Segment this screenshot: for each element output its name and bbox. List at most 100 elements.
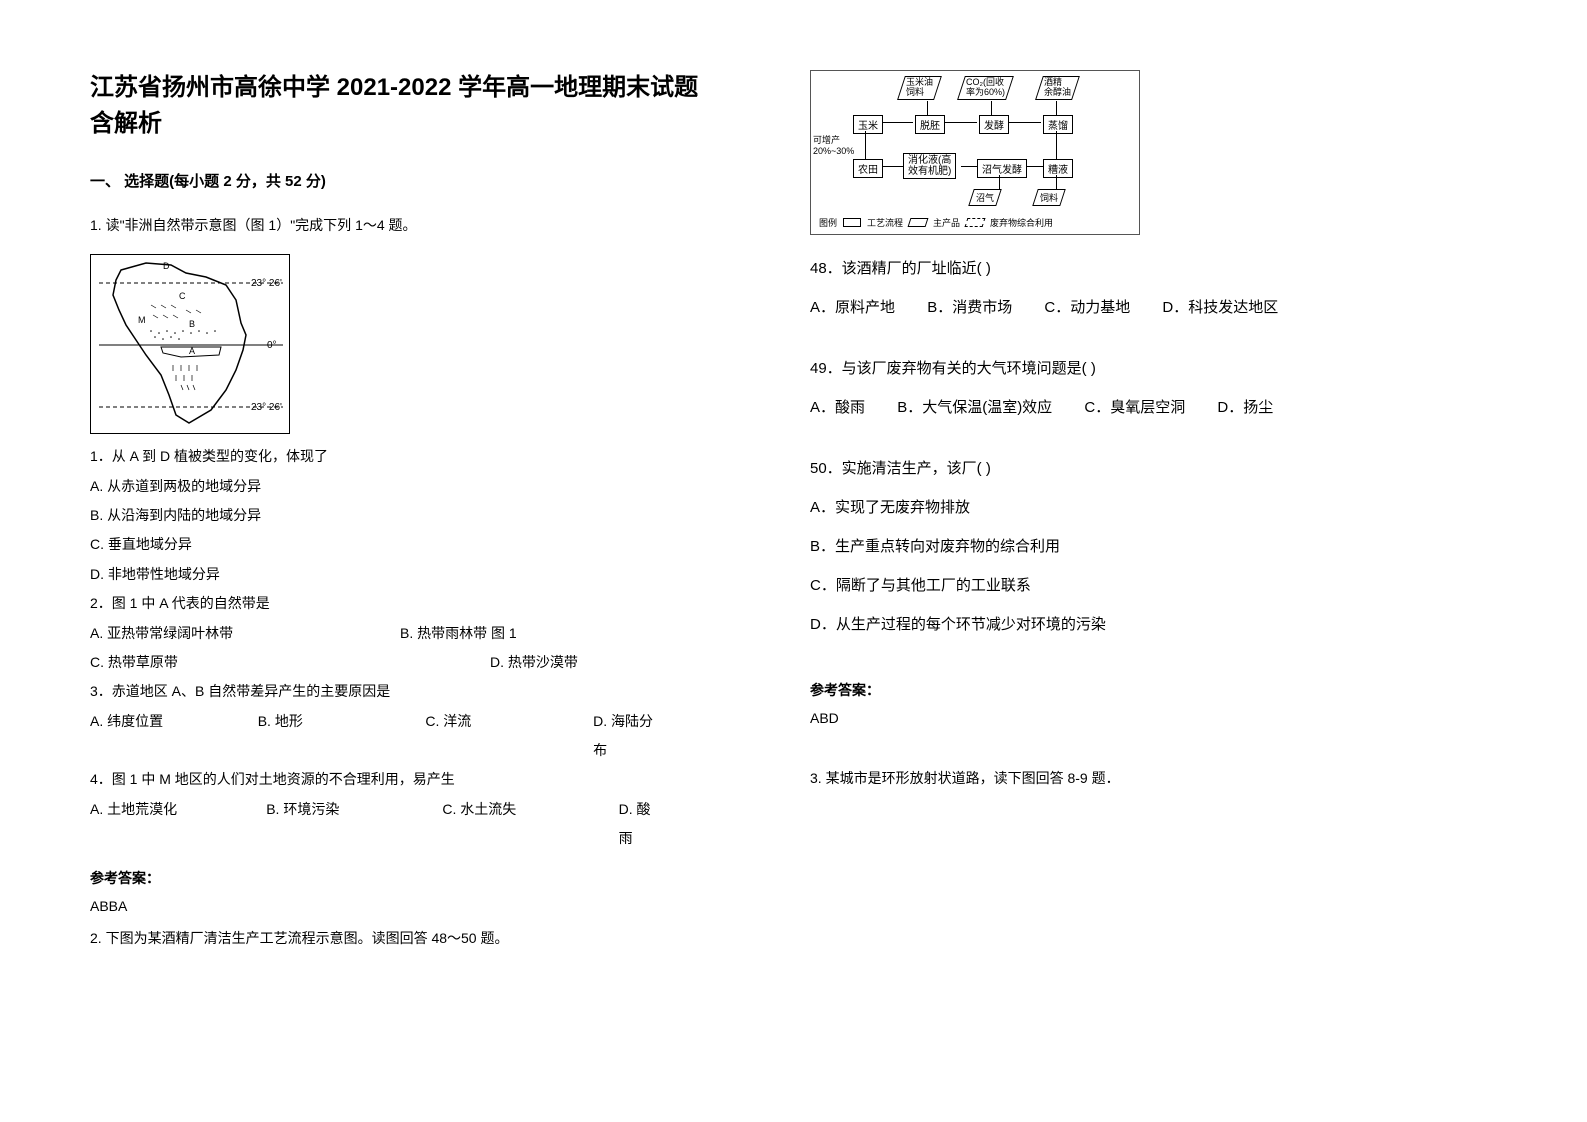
q1-2-a: A. 亚热带常绿阔叶林带 xyxy=(90,619,350,648)
page-title: 江苏省扬州市高徐中学 2021-2022 学年高一地理期末试题含解析 xyxy=(90,70,710,142)
svg-text:B: B xyxy=(189,319,195,329)
q1-2-row1: A. 亚热带常绿阔叶林带 B. 热带雨林带 图 1 xyxy=(90,619,710,648)
q49-text: 49．与该厂废弃物有关的大气环境问题是( ) xyxy=(810,349,1430,388)
q1-answer-heading: 参考答案： xyxy=(90,864,710,892)
q2-intro: 2. 下图为某酒精厂清洁生产工艺流程示意图。读图回答 48～50 题。 xyxy=(90,926,710,951)
q1-2: 2．图 1 中 A 代表的自然带是 xyxy=(90,589,710,618)
page: 江苏省扬州市高徐中学 2021-2022 学年高一地理期末试题含解析 一、 选择… xyxy=(0,0,1587,999)
q50-a: A．实现了无废弃物排放 xyxy=(810,488,1430,527)
q2-answer: ABD xyxy=(810,704,1430,732)
q1-4-d: D. 酸雨 xyxy=(619,795,660,854)
fd-ferment: 发酵 xyxy=(979,115,1009,134)
q1-answer: ABBA xyxy=(90,892,710,920)
q50: 50．实施清洁生产，该厂( ) A．实现了无废弃物排放 B．生产重点转向对废弃物… xyxy=(810,449,1430,644)
arrow-icon xyxy=(1027,166,1043,167)
q3-intro: 3. 某城市是环形放射状道路，读下图回答 8-9 题． xyxy=(810,766,1430,791)
fd-feed: 饲料 xyxy=(1032,189,1066,206)
q50-d: D．从生产过程的每个环节减少对环境的污染 xyxy=(810,605,1430,644)
legend-para-icon xyxy=(908,218,929,227)
fd-corn-oil: 玉米油饲料 xyxy=(897,76,942,100)
arrow-icon xyxy=(999,175,1000,189)
svg-text:C: C xyxy=(179,291,186,301)
q49-d: D．扬尘 xyxy=(1217,399,1273,416)
diagram-legend: 图例 工艺流程 主产品 废弃物综合利用 xyxy=(819,216,1053,229)
arrow-icon xyxy=(865,131,866,159)
q1-1: 1．从 A 到 D 植被类型的变化，体现了 xyxy=(90,442,710,471)
fd-distill: 蒸馏 xyxy=(1043,115,1073,134)
q2-answer-heading: 参考答案： xyxy=(810,676,1430,704)
q48-c: C．动力基地 xyxy=(1044,299,1130,316)
q1-4-a: A. 土地荒漠化 xyxy=(90,795,216,854)
fd-yield: 可增产20%~30% xyxy=(813,135,854,157)
q49-b: B．大气保温(温室)效应 xyxy=(897,399,1052,416)
lat-bot: 23° 26' xyxy=(251,402,282,413)
africa-map: D C M B A 23° 26' 0° xyxy=(90,254,290,434)
q49-a: A．酸雨 xyxy=(810,399,865,416)
fd-digest: 消化液(高效有机肥) xyxy=(903,153,956,179)
fd-corn: 玉米 xyxy=(853,115,883,134)
q1-3-c: C. 洋流 xyxy=(425,707,543,766)
flow-diagram: 玉米油饲料 CO₂(回收率为60%) 酒精余醇油 玉米 脱胚 发酵 蒸馏 可增产… xyxy=(810,70,1140,235)
q1-3-d: D. 海陆分布 xyxy=(593,707,660,766)
legend-label: 图例 xyxy=(819,216,837,229)
q1-3-a: A. 纬度位置 xyxy=(90,707,208,766)
arrow-icon xyxy=(1056,175,1057,189)
svg-text:D: D xyxy=(163,261,170,271)
q48: 48．该酒精厂的厂址临近( ) A．原料产地 B．消费市场 C．动力基地 D．科… xyxy=(810,249,1430,327)
q1-2-row2: C. 热带草原带 D. 热带沙漠带 xyxy=(90,648,710,677)
q1-4-b: B. 环境污染 xyxy=(266,795,392,854)
legend-product: 主产品 xyxy=(933,216,960,229)
q1-3-opts: A. 纬度位置 B. 地形 C. 洋流 D. 海陆分布 xyxy=(90,707,710,766)
svg-text:M: M xyxy=(138,315,146,325)
q50-b: B．生产重点转向对废弃物的综合利用 xyxy=(810,527,1430,566)
q1-4: 4．图 1 中 M 地区的人们对土地资源的不合理利用，易产生 xyxy=(90,765,710,794)
svg-text:A: A xyxy=(189,346,195,356)
q1-2-d: D. 热带沙漠带 xyxy=(490,648,578,677)
q1-1-b: B. 从沿海到内陆的地域分异 xyxy=(90,501,710,530)
q48-b: B．消费市场 xyxy=(927,299,1012,316)
section-heading: 一、 选择题(每小题 2 分，共 52 分) xyxy=(90,170,710,191)
fd-co2: CO₂(回收率为60%) xyxy=(957,76,1014,100)
arrow-icon xyxy=(883,166,903,167)
fd-degerm: 脱胚 xyxy=(915,115,945,134)
legend-waste-icon xyxy=(965,218,986,227)
q50-c: C．隔断了与其他工厂的工业联系 xyxy=(810,566,1430,605)
q49: 49．与该厂废弃物有关的大气环境问题是( ) A．酸雨 B．大气保温(温室)效应… xyxy=(810,349,1430,427)
q1-2-c: C. 热带草原带 xyxy=(90,648,440,677)
q49-options: A．酸雨 B．大气保温(温室)效应 C．臭氧层空洞 D．扬尘 xyxy=(810,388,1430,427)
q48-d: D．科技发达地区 xyxy=(1162,299,1278,316)
q1-2-b: B. 热带雨林带 图 1 xyxy=(400,619,517,648)
q1-1-c: C. 垂直地域分异 xyxy=(90,530,710,559)
fd-dreg: 糟液 xyxy=(1043,159,1073,178)
q50-text: 50．实施清洁生产，该厂( ) xyxy=(810,449,1430,488)
legend-waste: 废弃物综合利用 xyxy=(990,216,1053,229)
right-column: 玉米油饲料 CO₂(回收率为60%) 酒精余醇油 玉米 脱胚 发酵 蒸馏 可增产… xyxy=(810,70,1430,959)
arrow-icon xyxy=(1056,131,1057,159)
equator-label: 0° xyxy=(267,340,277,351)
left-column: 江苏省扬州市高徐中学 2021-2022 学年高一地理期末试题含解析 一、 选择… xyxy=(90,70,710,959)
q48-text: 48．该酒精厂的厂址临近( ) xyxy=(810,249,1430,288)
arrow-icon xyxy=(945,122,977,123)
q1-1-d: D. 非地带性地域分异 xyxy=(90,560,710,589)
fd-biogas: 沼气 xyxy=(968,189,1002,206)
arrow-icon xyxy=(991,101,992,115)
legend-process: 工艺流程 xyxy=(867,216,903,229)
arrow-icon xyxy=(883,122,913,123)
arrow-icon xyxy=(927,101,928,115)
lat-top: 23° 26' xyxy=(251,278,282,289)
arrow-icon xyxy=(1056,101,1057,115)
fd-alcohol: 酒精余醇油 xyxy=(1035,76,1080,100)
q49-c: C．臭氧层空洞 xyxy=(1084,399,1185,416)
fd-farmland: 农田 xyxy=(853,159,883,178)
q1-4-c: C. 水土流失 xyxy=(442,795,568,854)
arrow-icon xyxy=(961,166,977,167)
q1-intro: 1. 读"非洲自然带示意图（图 1）"完成下列 1～4 题。 xyxy=(90,213,710,238)
q1-1-a: A. 从赤道到两极的地域分异 xyxy=(90,472,710,501)
q48-a: A．原料产地 xyxy=(810,299,895,316)
q1-3-b: B. 地形 xyxy=(258,707,376,766)
fd-biogas-ferment: 沼气发酵 xyxy=(977,159,1027,178)
q1-4-opts: A. 土地荒漠化 B. 环境污染 C. 水土流失 D. 酸雨 xyxy=(90,795,710,854)
legend-box-icon xyxy=(843,218,861,227)
arrow-icon xyxy=(1009,122,1041,123)
q48-options: A．原料产地 B．消费市场 C．动力基地 D．科技发达地区 xyxy=(810,288,1430,327)
